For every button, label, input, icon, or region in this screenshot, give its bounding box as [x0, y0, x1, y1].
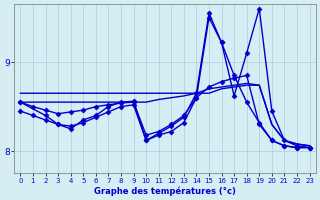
X-axis label: Graphe des températures (°c): Graphe des températures (°c) [94, 186, 236, 196]
